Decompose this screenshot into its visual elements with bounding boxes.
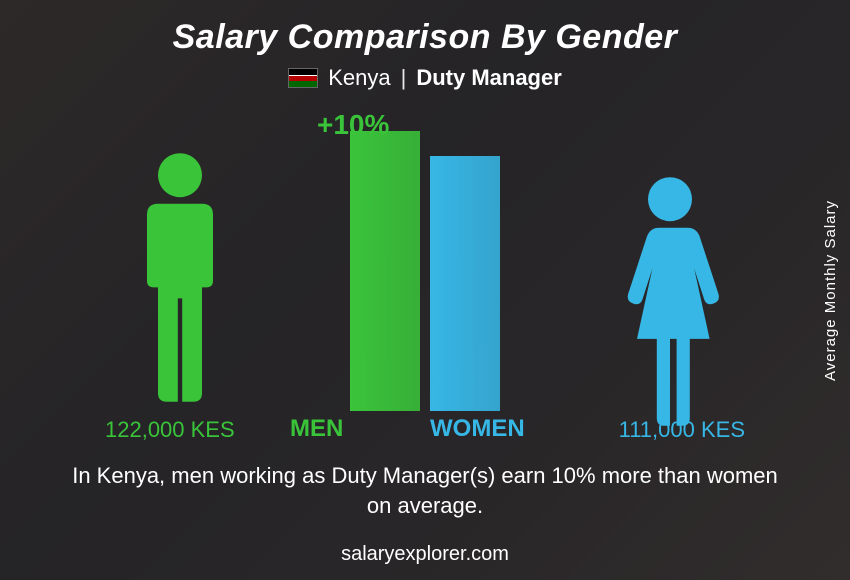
infographic-container: Salary Comparison By Gender Kenya | Duty… <box>0 0 850 580</box>
separator: | <box>401 65 407 91</box>
y-axis-label: Average Monthly Salary <box>822 200 839 381</box>
female-bar <box>430 156 500 411</box>
page-title: Salary Comparison By Gender <box>30 18 820 57</box>
job-title-label: Duty Manager <box>416 65 561 91</box>
male-salary-value: 122,000 KES <box>105 417 235 443</box>
subtitle-row: Kenya | Duty Manager <box>30 65 820 91</box>
footer-source: salaryexplorer.com <box>0 543 850 566</box>
kenya-flag-icon <box>288 68 318 88</box>
y-axis-label-wrap: Average Monthly Salary <box>820 0 840 580</box>
male-bar <box>350 131 420 411</box>
comparison-chart: +10% 122,000 KES MEN WOMEN 111,000 KES <box>105 109 745 449</box>
female-figure-icon <box>615 175 725 411</box>
male-figure-icon <box>125 151 235 411</box>
description-text: In Kenya, men working as Duty Manager(s)… <box>65 461 785 520</box>
female-salary-value: 111,000 KES <box>619 417 745 443</box>
country-label: Kenya <box>328 65 390 91</box>
male-label: MEN <box>290 415 343 443</box>
female-label: WOMEN <box>430 415 525 443</box>
